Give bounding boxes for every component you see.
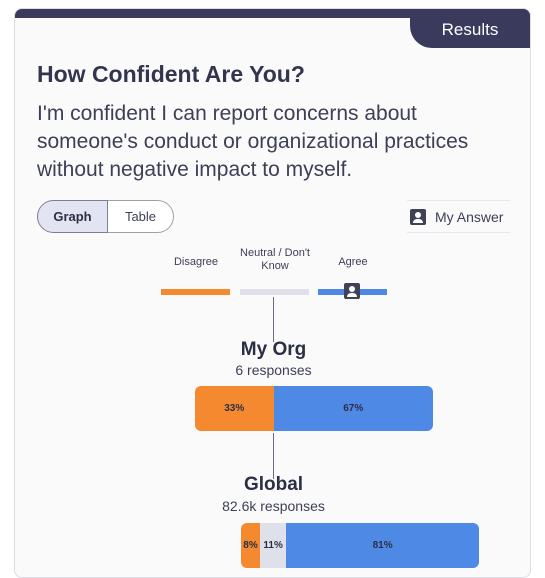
legend-disagree-swatch bbox=[161, 289, 230, 295]
view-toggle: Graph Table bbox=[37, 200, 174, 233]
question-text: I'm confident I can report concerns abou… bbox=[37, 102, 469, 181]
legend-disagree-label: Disagree bbox=[173, 256, 219, 268]
stacked-bar-global: 8% 11% 81% bbox=[241, 523, 479, 568]
legend-neutral-label: Neutral / Don't Know bbox=[240, 247, 310, 272]
center-line bbox=[273, 433, 274, 479]
my-answer-label: My Answer bbox=[435, 208, 504, 225]
results-tab-label: Results bbox=[441, 19, 499, 39]
legend-agree-label: Agree bbox=[338, 256, 368, 268]
legend-neutral-swatch bbox=[240, 289, 309, 295]
question-title: How Confident Are You? bbox=[37, 61, 305, 87]
bar-segment-agree: 67% bbox=[273, 386, 433, 431]
results-tab[interactable]: Results bbox=[410, 9, 530, 48]
table-view-button[interactable]: Table bbox=[108, 200, 174, 233]
stacked-bar-my-org: 33% 67% bbox=[195, 386, 433, 431]
bar-segment-disagree: 33% bbox=[195, 386, 274, 431]
my-answer-button[interactable]: My Answer bbox=[407, 200, 510, 233]
user-icon bbox=[410, 208, 426, 225]
group-title-my-org: My Org bbox=[240, 339, 307, 360]
my-answer-marker-icon bbox=[344, 283, 360, 299]
bar-segment-agree: 81% bbox=[286, 523, 479, 568]
bar-segment-neutral: 11% bbox=[260, 523, 287, 568]
center-line bbox=[273, 297, 274, 342]
group-responses-global: 82.6k responses bbox=[222, 498, 325, 514]
results-card: Results How Confident Are You? I'm confi… bbox=[14, 8, 531, 578]
graph-view-button[interactable]: Graph bbox=[37, 200, 108, 233]
bar-segment-disagree: 8% bbox=[241, 523, 261, 568]
card-top-bar bbox=[15, 9, 530, 18]
group-title-global: Global bbox=[243, 474, 304, 495]
group-responses-my-org: 6 responses bbox=[235, 362, 312, 378]
